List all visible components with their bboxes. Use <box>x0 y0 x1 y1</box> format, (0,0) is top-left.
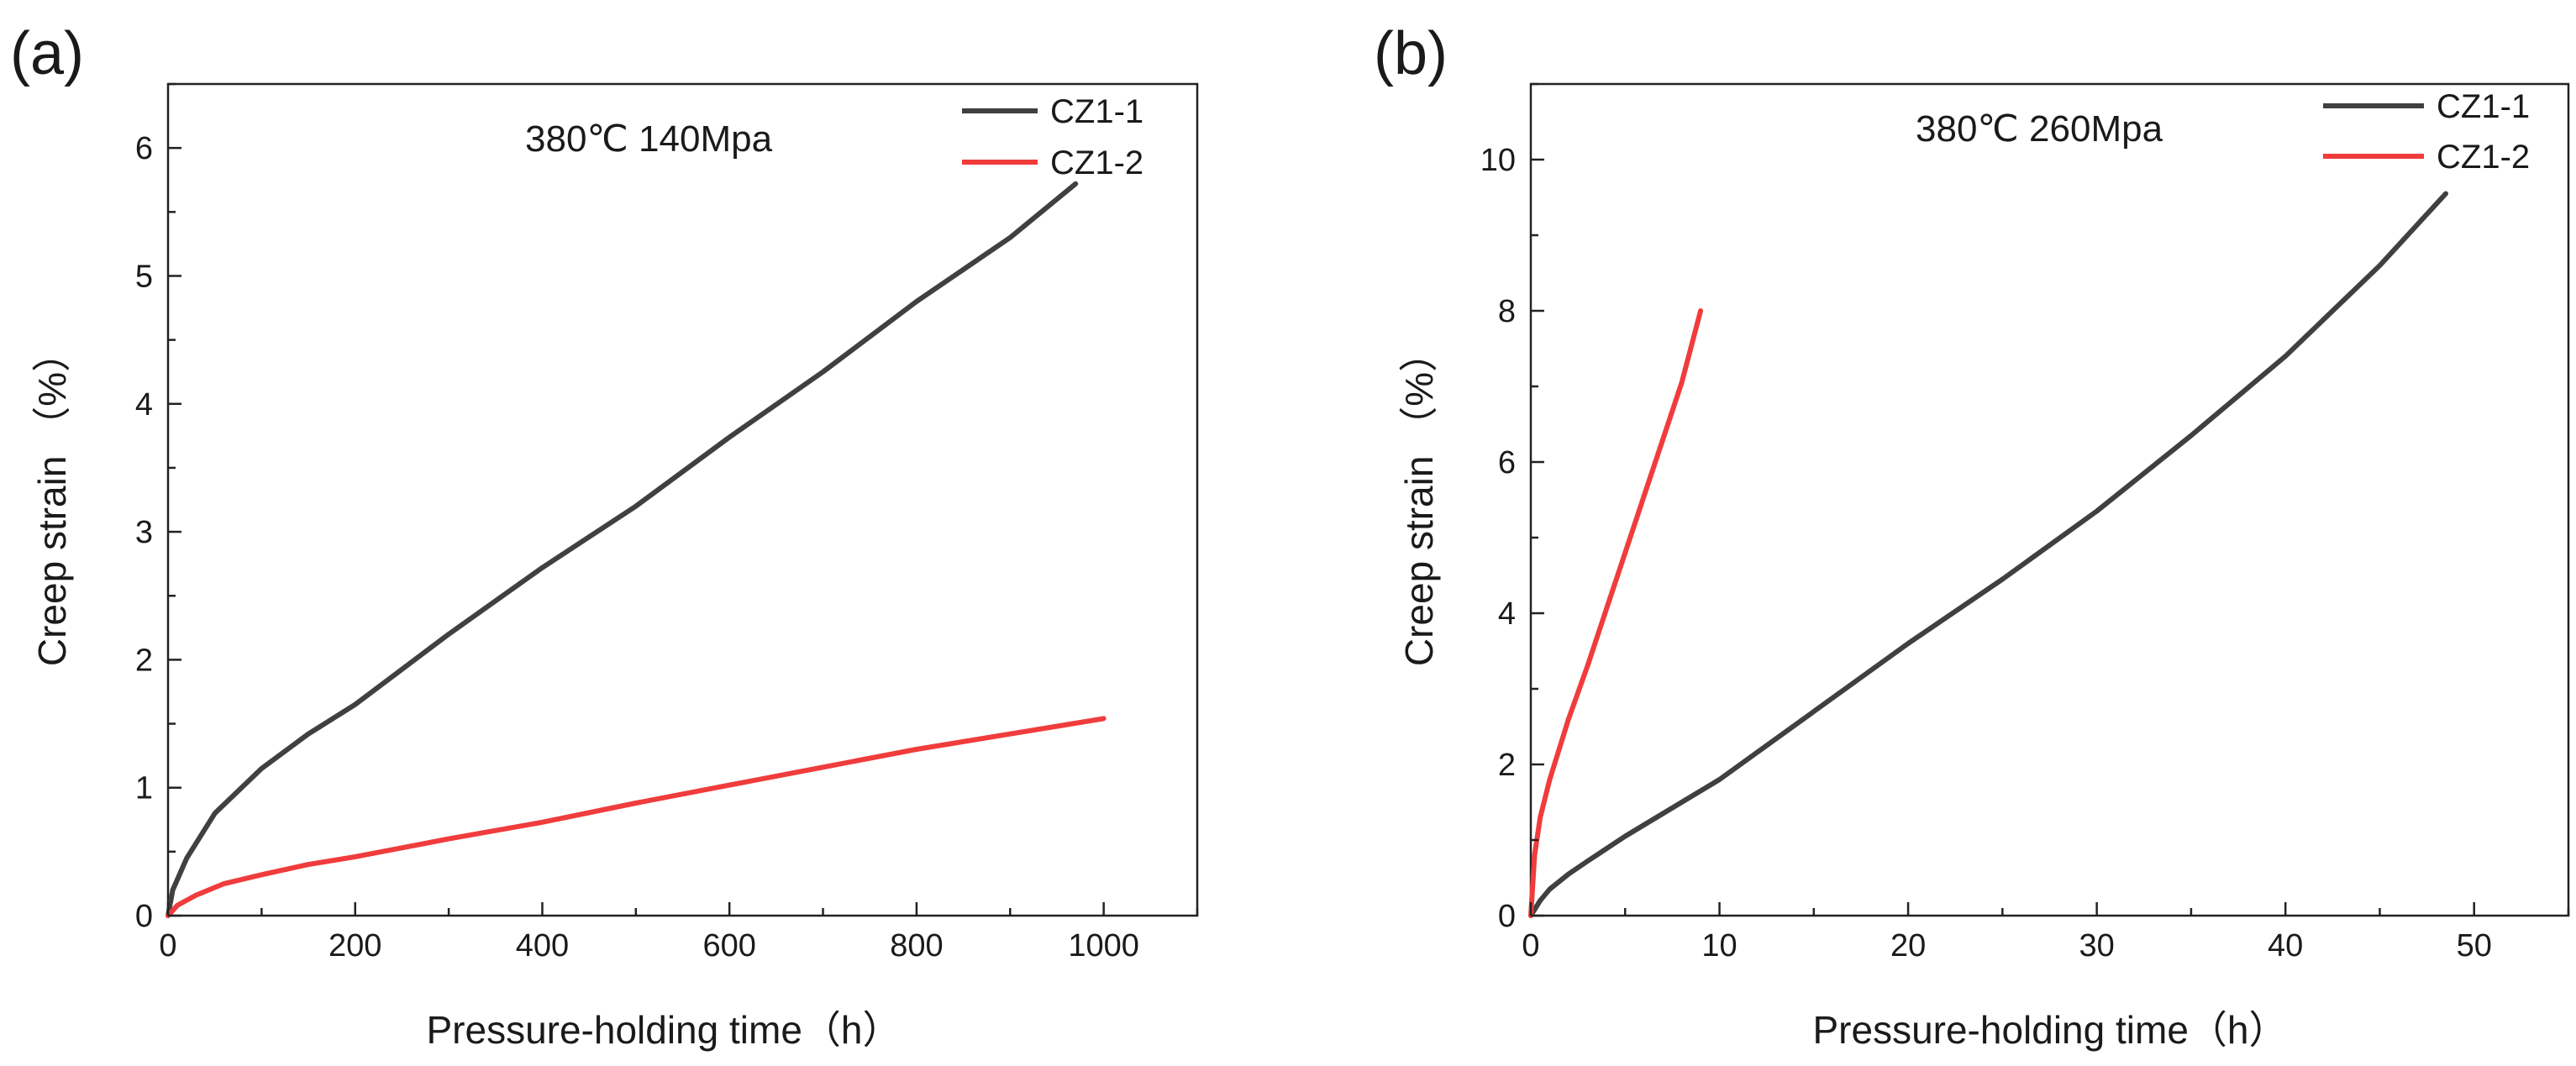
panel-a-annotation: 380℃ 140Mpa <box>525 118 773 160</box>
panel-b-annotation: 380℃ 260Mpa <box>1916 108 2163 150</box>
panel-b-plot-frame <box>1529 82 2570 917</box>
panel-a-legend: CZ1-1 CZ1-2 <box>962 93 1143 181</box>
panel-b-y-axis-label: Creep strain （%） <box>1397 333 1441 666</box>
panel-b-y-tick-label: 0 <box>1498 899 1516 934</box>
panel-a-label: (a) <box>10 20 84 87</box>
panel-b-label: (b) <box>1374 20 1448 87</box>
panel-b-x-tick-label: 0 <box>1522 928 1539 964</box>
panel-b-legend-label-cz1-1: CZ1-1 <box>2437 88 2530 125</box>
panel-b-legend-label-cz1-2: CZ1-2 <box>2437 139 2530 176</box>
panel-a-series-layer <box>166 181 1107 918</box>
panel-b-x-axis-label: Pressure-holding time（h） <box>1812 1008 2287 1052</box>
panel-a-x-axis-label: Pressure-holding time（h） <box>426 1008 901 1052</box>
panel-a-x-tick-label: 200 <box>329 928 381 964</box>
panel-a-series-line-cz1-1 <box>166 181 1079 918</box>
panel-b-ticks-layer: 0 10 20 30 40 50 0 2 4 6 8 10 <box>1480 82 2570 964</box>
panel-b-series-layer <box>1528 191 2448 918</box>
panel-a-x-tick-label: 600 <box>702 928 755 964</box>
panel-a-ticks-layer: 0 200 400 600 800 1000 0 1 2 3 4 5 6 <box>135 82 1199 964</box>
panel-b-y-tick-label: 2 <box>1498 748 1516 783</box>
panel-a-y-tick-label: 1 <box>135 771 153 806</box>
panel-a-y-axis-label: Creep strain （%） <box>30 333 74 666</box>
panel-b-series-line-cz1-1 <box>1528 191 2448 918</box>
panel-b-x-tick-label: 50 <box>2457 928 2492 964</box>
panel-a-series-line-cz1-2 <box>166 716 1107 918</box>
panel-a-legend-label-cz1-1: CZ1-1 <box>1050 93 1143 130</box>
panel-b-x-tick-label: 40 <box>2268 928 2303 964</box>
panel-a-x-tick-label: 800 <box>890 928 943 964</box>
panel-b-legend: CZ1-1 CZ1-2 <box>2323 88 2530 176</box>
panel-a-y-tick-label: 2 <box>135 643 153 678</box>
panel-b-x-tick-label: 20 <box>1890 928 1926 964</box>
panel-b-chart: (b) 0 10 20 30 40 50 0 2 4 6 8 10 380℃ 260Mpa CZ1-1… <box>1374 20 2570 1052</box>
panel-a-chart: (a) 0 200 400 600 800 1000 0 1 2 3 4 5 6 380℃ 140Mpa… <box>10 20 1199 1052</box>
panel-a-y-tick-label: 5 <box>135 259 153 294</box>
panel-a-legend-label-cz1-2: CZ1-2 <box>1050 144 1143 181</box>
panel-a-x-tick-label: 1000 <box>1068 928 1139 964</box>
panel-b-y-tick-label: 4 <box>1498 596 1516 632</box>
panel-a-y-tick-label: 0 <box>135 899 153 934</box>
panel-b-y-tick-label: 8 <box>1498 294 1516 329</box>
panel-a-x-tick-label: 0 <box>159 928 176 964</box>
panel-a-plot-frame <box>166 82 1199 917</box>
panel-a-y-tick-label: 3 <box>135 515 153 550</box>
panel-a-y-tick-label: 4 <box>135 387 153 423</box>
panel-b-y-tick-label: 10 <box>1480 143 1516 178</box>
panel-b-x-tick-label: 30 <box>2079 928 2114 964</box>
panel-b-y-tick-label: 6 <box>1498 445 1516 480</box>
panel-a-y-tick-label: 6 <box>135 131 153 166</box>
panel-b-series-line-cz1-2 <box>1528 308 1704 918</box>
panel-b-x-tick-label: 10 <box>1701 928 1737 964</box>
panel-a-x-tick-label: 400 <box>516 928 569 964</box>
